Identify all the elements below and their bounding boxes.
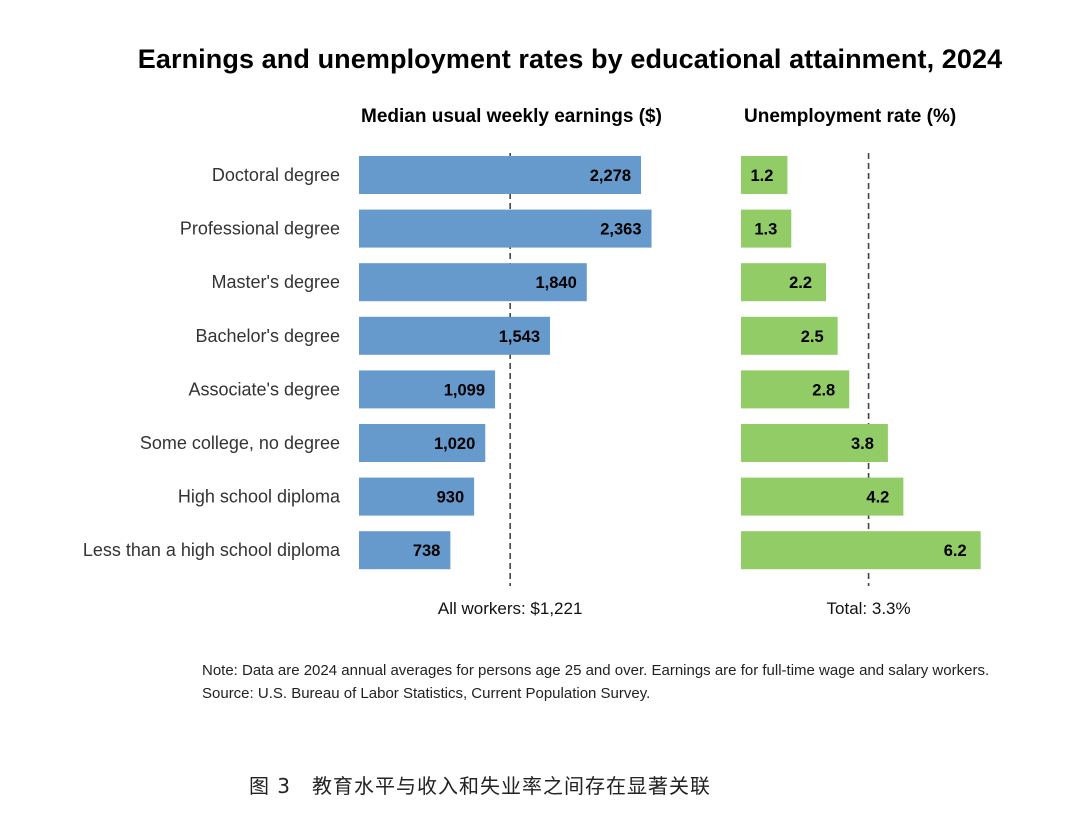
- category-label: Associate's degree: [188, 379, 340, 399]
- category-label: High school diploma: [178, 487, 341, 507]
- source-text: Source: U.S. Bureau of Labor Statistics,…: [202, 685, 651, 702]
- category-label: Master's degree: [212, 272, 341, 292]
- data-label: 1,840: [535, 274, 576, 292]
- figure-caption: 图 3 教育水平与收入和失业率之间存在显著关联: [248, 774, 712, 798]
- bar: [741, 263, 827, 302]
- bar: [741, 156, 788, 194]
- data-label: 930: [437, 489, 465, 507]
- category-label: Professional degree: [180, 219, 340, 239]
- reference-label: Total: 3.3%: [827, 599, 911, 618]
- reference-label: All workers: $1,221: [438, 599, 583, 618]
- chart-svg: Doctoral degree Professional degree Master…: [83, 153, 981, 618]
- bar: [359, 263, 587, 302]
- category-label: Less than a high school diploma: [83, 540, 341, 560]
- bar: [741, 316, 838, 355]
- note-text: Note: Data are 2024 annual averages for …: [202, 662, 990, 679]
- data-label: 6.2: [944, 542, 967, 560]
- bar: [359, 209, 652, 248]
- chart-title: Earnings and unemployment rates by educa…: [137, 44, 1003, 74]
- data-label: 1.3: [754, 221, 777, 239]
- data-label: 1.2: [750, 167, 773, 185]
- bar: [741, 531, 981, 570]
- data-label: 3.8: [851, 435, 874, 453]
- earnings-panel-title: Median usual weekly earnings ($): [361, 106, 662, 127]
- unemployment-panel-title: Unemployment rate (%): [744, 106, 957, 127]
- data-label: 2,278: [590, 167, 631, 185]
- data-label: 2.2: [789, 274, 812, 292]
- data-label: 1,020: [434, 435, 475, 453]
- bar: [741, 424, 888, 462]
- data-label: 2.8: [812, 381, 835, 399]
- bar: [359, 156, 642, 194]
- data-label: 1,099: [444, 381, 485, 399]
- category-label: Bachelor's degree: [195, 326, 340, 346]
- bar: [359, 370, 496, 409]
- bar: [741, 477, 904, 516]
- bar: [359, 531, 451, 570]
- data-label: 738: [413, 542, 441, 560]
- bar: [741, 370, 850, 409]
- data-label: 4.2: [866, 489, 889, 507]
- bar: [741, 209, 792, 248]
- bar: [359, 316, 551, 355]
- bar: [359, 424, 486, 462]
- category-label: Doctoral degree: [212, 165, 340, 185]
- category-label: Some college, no degree: [140, 433, 340, 453]
- data-label: 2,363: [600, 221, 641, 239]
- bar: [359, 477, 475, 516]
- data-label: 2.5: [801, 328, 824, 346]
- data-label: 1,543: [499, 328, 540, 346]
- note-block: Note: Data are 2024 annual averages for …: [202, 659, 1002, 705]
